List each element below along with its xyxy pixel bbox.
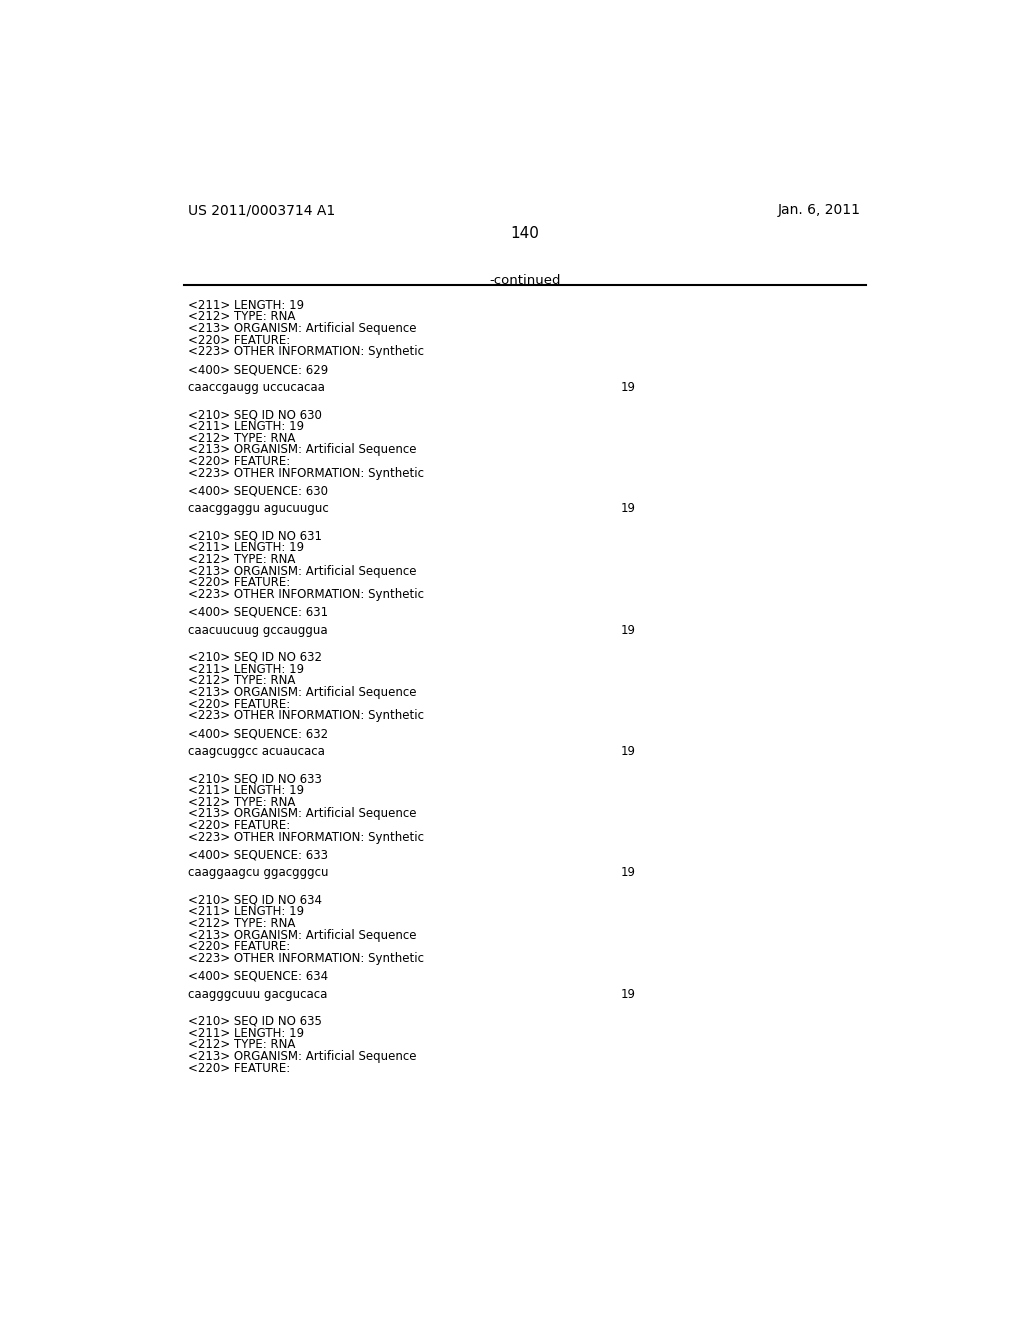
Text: <220> FEATURE:: <220> FEATURE: xyxy=(188,334,291,347)
Text: <223> OTHER INFORMATION: Synthetic: <223> OTHER INFORMATION: Synthetic xyxy=(188,952,425,965)
Text: <220> FEATURE:: <220> FEATURE: xyxy=(188,577,291,589)
Text: <220> FEATURE:: <220> FEATURE: xyxy=(188,698,291,710)
Text: 140: 140 xyxy=(510,226,540,242)
Text: <212> TYPE: RNA: <212> TYPE: RNA xyxy=(188,1039,296,1051)
Text: caaggaagcu ggacgggcu: caaggaagcu ggacgggcu xyxy=(188,866,329,879)
Text: <220> FEATURE:: <220> FEATURE: xyxy=(188,1061,291,1074)
Text: US 2011/0003714 A1: US 2011/0003714 A1 xyxy=(188,203,336,216)
Text: <220> FEATURE:: <220> FEATURE: xyxy=(188,455,291,469)
Text: <211> LENGTH: 19: <211> LENGTH: 19 xyxy=(188,1027,304,1040)
Text: <210> SEQ ID NO 633: <210> SEQ ID NO 633 xyxy=(188,772,323,785)
Text: <400> SEQUENCE: 632: <400> SEQUENCE: 632 xyxy=(188,727,329,741)
Text: <223> OTHER INFORMATION: Synthetic: <223> OTHER INFORMATION: Synthetic xyxy=(188,709,425,722)
Text: <213> ORGANISM: Artificial Sequence: <213> ORGANISM: Artificial Sequence xyxy=(188,1051,417,1063)
Text: caacggaggu agucuuguc: caacggaggu agucuuguc xyxy=(188,503,329,515)
Text: 19: 19 xyxy=(621,987,636,1001)
Text: -continued: -continued xyxy=(489,275,560,286)
Text: 19: 19 xyxy=(621,624,636,636)
Text: <212> TYPE: RNA: <212> TYPE: RNA xyxy=(188,675,296,688)
Text: caacuucuug gccauggua: caacuucuug gccauggua xyxy=(188,624,328,636)
Text: 19: 19 xyxy=(621,866,636,879)
Text: <223> OTHER INFORMATION: Synthetic: <223> OTHER INFORMATION: Synthetic xyxy=(188,830,425,843)
Text: <213> ORGANISM: Artificial Sequence: <213> ORGANISM: Artificial Sequence xyxy=(188,808,417,820)
Text: <400> SEQUENCE: 633: <400> SEQUENCE: 633 xyxy=(188,849,329,862)
Text: 19: 19 xyxy=(621,746,636,758)
Text: <211> LENGTH: 19: <211> LENGTH: 19 xyxy=(188,541,304,554)
Text: <210> SEQ ID NO 634: <210> SEQ ID NO 634 xyxy=(188,894,323,907)
Text: caaccgaugg uccucacaa: caaccgaugg uccucacaa xyxy=(188,381,326,395)
Text: <400> SEQUENCE: 630: <400> SEQUENCE: 630 xyxy=(188,484,329,498)
Text: <213> ORGANISM: Artificial Sequence: <213> ORGANISM: Artificial Sequence xyxy=(188,686,417,700)
Text: <212> TYPE: RNA: <212> TYPE: RNA xyxy=(188,917,296,931)
Text: <212> TYPE: RNA: <212> TYPE: RNA xyxy=(188,553,296,566)
Text: <211> LENGTH: 19: <211> LENGTH: 19 xyxy=(188,298,304,312)
Text: <213> ORGANISM: Artificial Sequence: <213> ORGANISM: Artificial Sequence xyxy=(188,322,417,335)
Text: Jan. 6, 2011: Jan. 6, 2011 xyxy=(778,203,861,216)
Text: <213> ORGANISM: Artificial Sequence: <213> ORGANISM: Artificial Sequence xyxy=(188,929,417,941)
Text: 19: 19 xyxy=(621,381,636,395)
Text: <212> TYPE: RNA: <212> TYPE: RNA xyxy=(188,796,296,809)
Text: caagcuggcc acuaucaca: caagcuggcc acuaucaca xyxy=(188,746,326,758)
Text: <213> ORGANISM: Artificial Sequence: <213> ORGANISM: Artificial Sequence xyxy=(188,565,417,578)
Text: <211> LENGTH: 19: <211> LENGTH: 19 xyxy=(188,663,304,676)
Text: 19: 19 xyxy=(621,503,636,515)
Text: <210> SEQ ID NO 631: <210> SEQ ID NO 631 xyxy=(188,529,323,543)
Text: <211> LENGTH: 19: <211> LENGTH: 19 xyxy=(188,420,304,433)
Text: <210> SEQ ID NO 632: <210> SEQ ID NO 632 xyxy=(188,651,323,664)
Text: <223> OTHER INFORMATION: Synthetic: <223> OTHER INFORMATION: Synthetic xyxy=(188,467,425,479)
Text: <211> LENGTH: 19: <211> LENGTH: 19 xyxy=(188,906,304,919)
Text: <400> SEQUENCE: 634: <400> SEQUENCE: 634 xyxy=(188,970,329,983)
Text: <220> FEATURE:: <220> FEATURE: xyxy=(188,940,291,953)
Text: <212> TYPE: RNA: <212> TYPE: RNA xyxy=(188,432,296,445)
Text: <220> FEATURE:: <220> FEATURE: xyxy=(188,820,291,832)
Text: <212> TYPE: RNA: <212> TYPE: RNA xyxy=(188,310,296,323)
Text: <400> SEQUENCE: 631: <400> SEQUENCE: 631 xyxy=(188,606,329,619)
Text: <211> LENGTH: 19: <211> LENGTH: 19 xyxy=(188,784,304,797)
Text: <400> SEQUENCE: 629: <400> SEQUENCE: 629 xyxy=(188,363,329,376)
Text: <223> OTHER INFORMATION: Synthetic: <223> OTHER INFORMATION: Synthetic xyxy=(188,589,425,601)
Text: <213> ORGANISM: Artificial Sequence: <213> ORGANISM: Artificial Sequence xyxy=(188,444,417,457)
Text: <210> SEQ ID NO 635: <210> SEQ ID NO 635 xyxy=(188,1015,323,1028)
Text: <210> SEQ ID NO 630: <210> SEQ ID NO 630 xyxy=(188,408,323,421)
Text: caagggcuuu gacgucaca: caagggcuuu gacgucaca xyxy=(188,987,328,1001)
Text: <223> OTHER INFORMATION: Synthetic: <223> OTHER INFORMATION: Synthetic xyxy=(188,346,425,358)
